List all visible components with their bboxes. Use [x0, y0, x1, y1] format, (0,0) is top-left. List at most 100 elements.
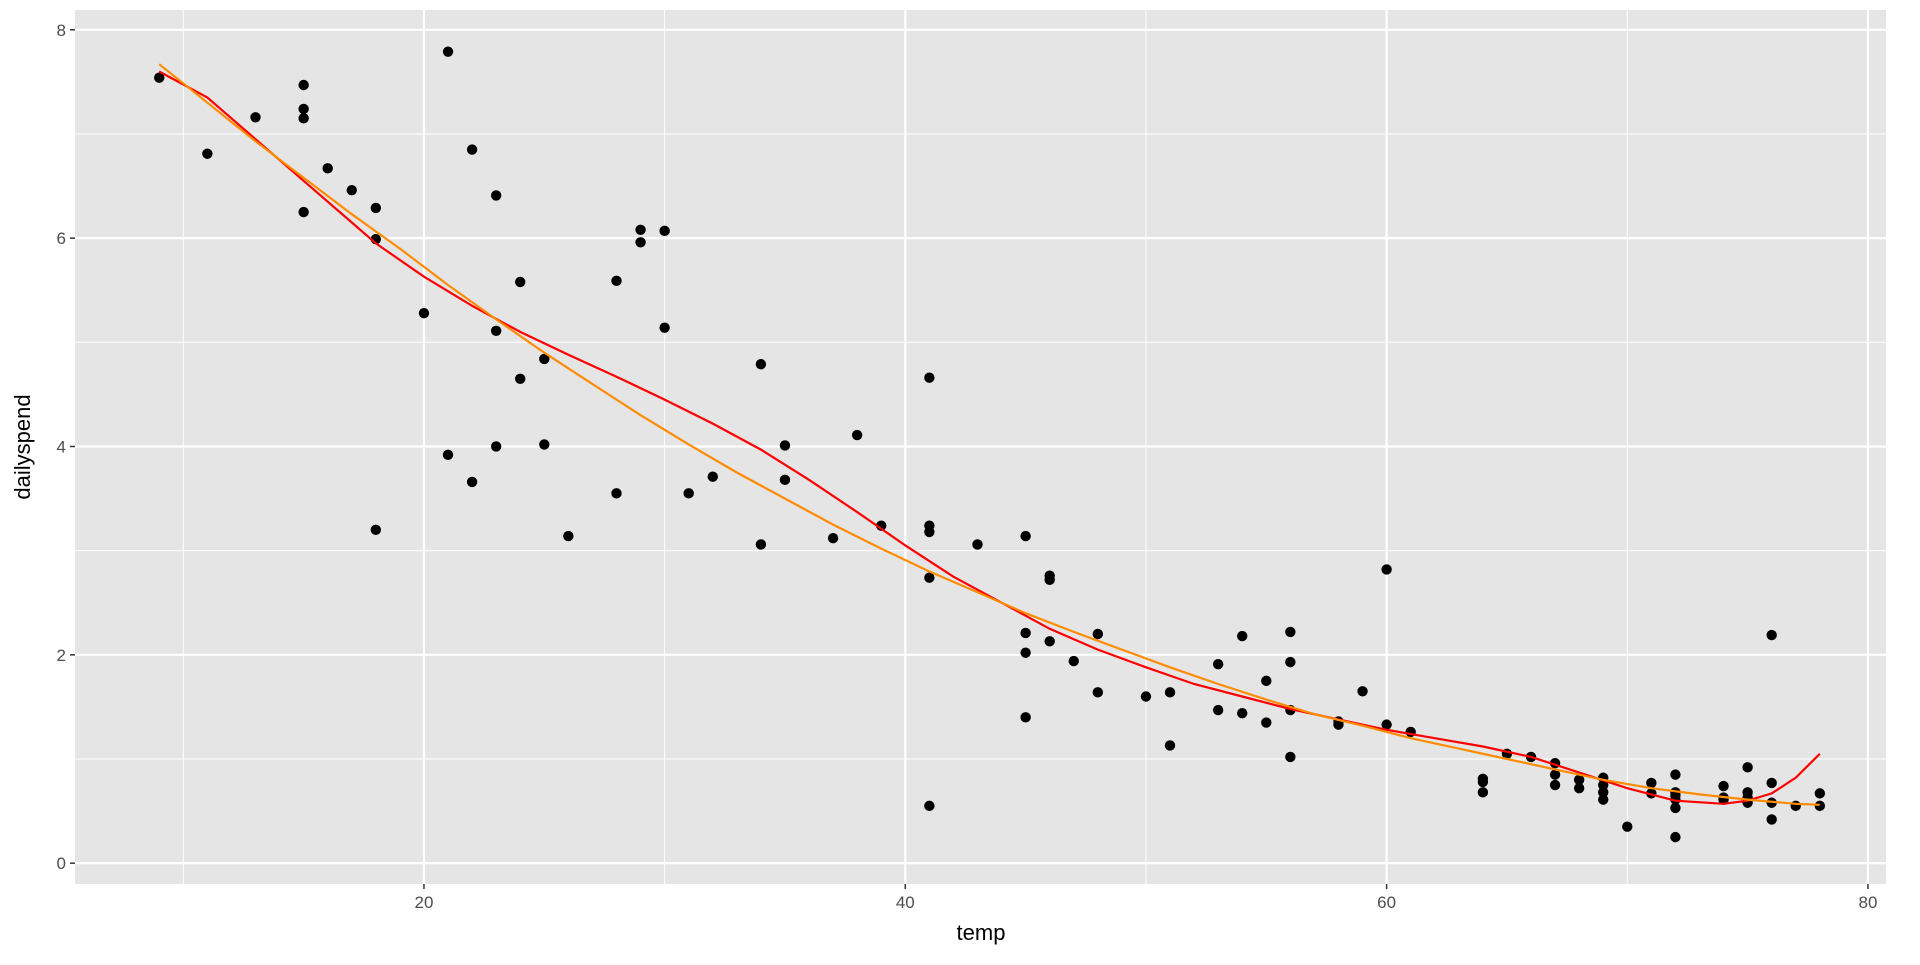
data-point: [563, 530, 574, 542]
data-point: [1573, 782, 1585, 794]
data-point: [298, 103, 309, 115]
data-point: [370, 202, 382, 214]
smooth-lines: [158, 63, 1821, 806]
data-point: [1212, 704, 1224, 716]
data-point: [635, 224, 646, 236]
data-point: [1092, 687, 1104, 698]
data-point: [1333, 719, 1344, 730]
data-point: [490, 190, 502, 201]
data-point: [515, 373, 526, 384]
y-tick-label: 8: [57, 21, 66, 40]
data-point: [1381, 719, 1392, 730]
data-point: [1477, 776, 1489, 788]
data-point: [1573, 774, 1585, 786]
data-point: [298, 79, 309, 91]
data-point: [346, 185, 357, 196]
data-point: [466, 476, 478, 488]
data-point: [1020, 712, 1031, 723]
data-point: [1285, 626, 1296, 638]
data-point: [1549, 779, 1561, 791]
data-point: [1285, 656, 1296, 668]
x-tick-label: 80: [1858, 893, 1877, 912]
data-point: [515, 276, 526, 288]
x-tick-label: 60: [1377, 893, 1396, 912]
data-point: [1766, 629, 1777, 641]
data-point: [298, 206, 309, 218]
data-point: [1670, 831, 1681, 843]
data-point: [250, 112, 261, 123]
data-point: [154, 72, 165, 83]
x-tick-label: 20: [415, 893, 434, 912]
data-point: [1549, 769, 1561, 780]
data-point: [1814, 800, 1826, 812]
data-points: [154, 46, 1826, 843]
data-point: [1044, 574, 1055, 586]
data-point: [1261, 717, 1272, 728]
data-point: [442, 449, 454, 461]
data-point: [1646, 777, 1657, 789]
data-point: [1044, 636, 1055, 647]
data-point: [1766, 814, 1777, 825]
data-point: [490, 441, 502, 452]
data-point: [851, 429, 863, 441]
data-point: [924, 372, 935, 383]
data-point: [779, 474, 791, 486]
data-point: [1261, 675, 1272, 687]
data-point: [539, 353, 550, 365]
data-point: [1285, 751, 1296, 763]
data-point: [924, 572, 935, 583]
data-point: [1164, 687, 1176, 698]
data-point: [539, 439, 550, 450]
x-axis-title: temp: [957, 920, 1006, 945]
data-point: [611, 275, 622, 287]
data-point: [972, 539, 983, 550]
y-axis-title: dailyspend: [10, 394, 35, 499]
data-point: [1598, 787, 1609, 798]
data-point: [924, 526, 935, 538]
data-point: [1237, 630, 1248, 642]
y-tick-label: 2: [57, 646, 66, 665]
data-point: [1020, 647, 1031, 658]
data-point: [466, 144, 478, 155]
axes: 20 40 60 80 0 2 4 6 8: [57, 21, 1878, 912]
data-point: [1140, 691, 1152, 702]
data-point: [755, 358, 767, 370]
data-point: [1766, 777, 1777, 789]
data-point: [1068, 655, 1079, 667]
data-point: [1814, 788, 1826, 799]
y-tick-label: 0: [57, 854, 66, 873]
data-point: [707, 471, 718, 482]
data-point: [1164, 740, 1176, 751]
polynomial-fit-line: [158, 63, 1820, 806]
data-point: [1020, 627, 1031, 639]
data-point: [1237, 707, 1248, 719]
data-point: [490, 325, 502, 337]
data-point: [1598, 794, 1609, 805]
data-point: [1020, 530, 1031, 542]
data-point: [202, 148, 213, 159]
data-point: [1670, 802, 1681, 814]
data-point: [659, 322, 670, 333]
data-point: [1357, 686, 1368, 697]
data-point: [1381, 564, 1392, 575]
data-point: [1598, 779, 1609, 791]
data-point: [1477, 787, 1489, 798]
data-point: [611, 488, 622, 499]
data-point: [779, 440, 791, 451]
loess-smooth-line: [158, 70, 1821, 805]
x-tick-label: 40: [896, 893, 915, 912]
y-tick-label: 6: [57, 229, 66, 248]
data-point: [1742, 762, 1753, 773]
data-point: [442, 46, 454, 57]
data-point: [370, 524, 382, 536]
data-point: [635, 237, 646, 248]
data-point: [1622, 821, 1633, 832]
data-point: [755, 539, 767, 550]
data-point: [1670, 769, 1681, 780]
data-point: [298, 113, 309, 124]
data-point: [1718, 780, 1729, 792]
data-point: [683, 488, 694, 499]
data-point: [418, 307, 430, 319]
data-point: [1212, 658, 1224, 670]
